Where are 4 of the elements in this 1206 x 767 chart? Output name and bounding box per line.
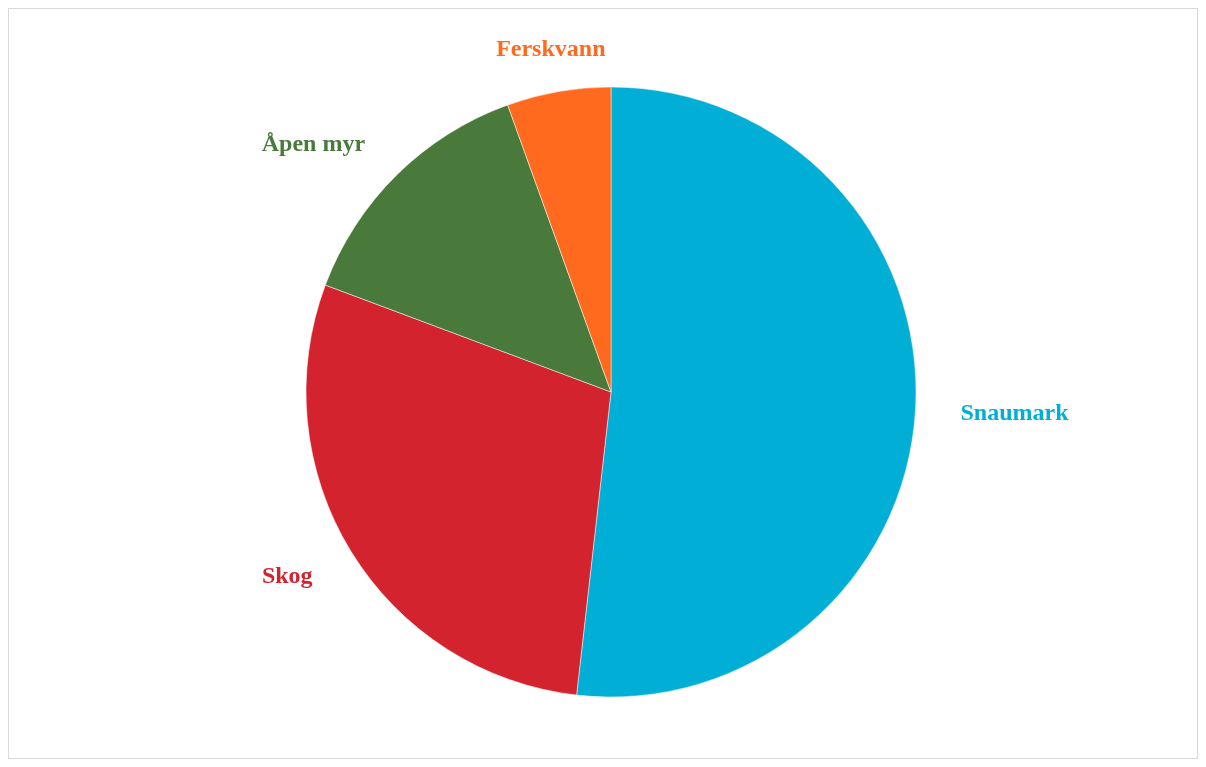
- slice-label: Åpen myr: [261, 130, 366, 157]
- slice-label: Snaumark: [960, 399, 1070, 426]
- slice-label: Ferskvann: [496, 34, 606, 61]
- slice-label: Skog: [261, 562, 313, 589]
